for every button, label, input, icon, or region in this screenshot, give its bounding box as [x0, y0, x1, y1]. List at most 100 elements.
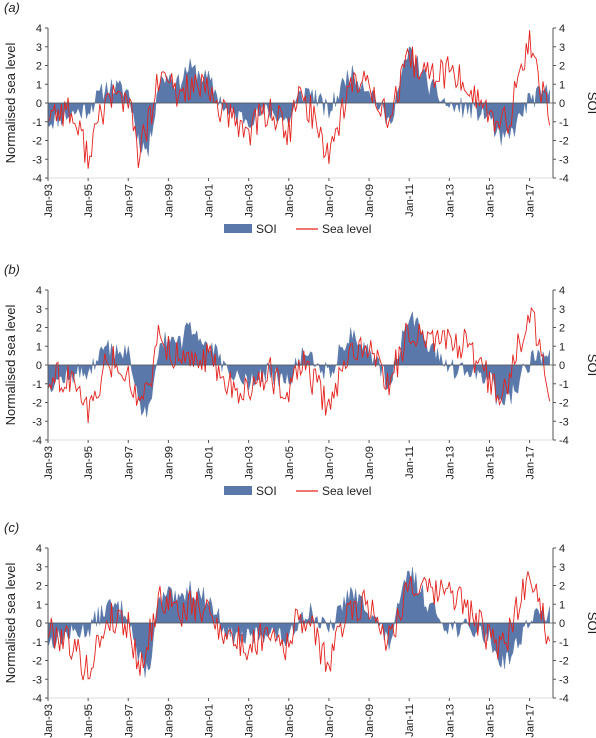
- right-tick-label: 2: [559, 323, 565, 335]
- right-tick-label: -2: [559, 656, 569, 668]
- x-tick-label: Jan-11: [404, 446, 416, 479]
- left-tick-label: -1: [32, 379, 42, 391]
- sea-level-line: [47, 571, 551, 681]
- x-tick-label: Jan-95: [83, 704, 95, 738]
- left-tick-label: 4: [36, 23, 42, 35]
- left-tick-label: 1: [36, 341, 42, 353]
- legend-label-sea-level: Sea level: [322, 484, 371, 498]
- right-tick-label: 1: [559, 599, 565, 611]
- left-tick-label: -2: [32, 656, 42, 668]
- x-tick-label: Jan-01: [204, 446, 216, 480]
- left-tick-label: 1: [36, 79, 42, 91]
- x-tick-label: Jan-07: [324, 184, 336, 218]
- left-tick-label: 4: [36, 285, 42, 297]
- legend-label-sea-level: Sea level: [322, 222, 371, 236]
- x-tick-label: Jan-07: [324, 446, 336, 480]
- y-axis-title-right: SOI: [585, 354, 596, 376]
- legend-swatch-soi: [224, 224, 252, 233]
- x-tick-label: Jan-17: [525, 704, 537, 738]
- x-tick-label: Jan-95: [83, 446, 95, 480]
- x-tick-label: Jan-15: [484, 704, 496, 738]
- right-tick-label: 3: [559, 304, 565, 316]
- left-tick-label: 2: [36, 581, 42, 593]
- legend: SOI Sea level: [224, 484, 371, 498]
- left-tick-label: 3: [36, 562, 42, 574]
- right-tick-label: -1: [559, 637, 569, 649]
- y-axis-title-right: SOI: [585, 92, 596, 114]
- right-tick-label: 0: [559, 98, 565, 110]
- x-tick-label: Jan-09: [364, 184, 376, 218]
- left-tick-label: -3: [32, 416, 42, 428]
- panel-label: (a): [4, 0, 20, 15]
- left-tick-label: 1: [36, 599, 42, 611]
- sea-level-line: [47, 306, 551, 424]
- x-tick-label: Jan-01: [204, 704, 216, 738]
- x-tick-label: Jan-99: [163, 184, 175, 218]
- legend-label-soi: SOI: [256, 222, 277, 236]
- left-tick-label: 0: [36, 618, 42, 630]
- right-tick-label: -3: [559, 154, 569, 166]
- legend-label-soi: SOI: [256, 484, 277, 498]
- x-tick-label: Jan-13: [444, 184, 456, 218]
- y-axis-title-right: SOI: [585, 612, 596, 634]
- left-tick-label: -2: [32, 136, 42, 148]
- left-tick-label: 0: [36, 360, 42, 372]
- sea-level-line: [47, 30, 551, 169]
- x-tick-label: Jan-07: [324, 704, 336, 738]
- right-tick-label: 0: [559, 360, 565, 372]
- left-tick-label: -1: [32, 117, 42, 129]
- left-tick-label: -1: [32, 637, 42, 649]
- left-tick-label: 0: [36, 98, 42, 110]
- x-tick-label: Jan-09: [364, 446, 376, 480]
- right-tick-label: -4: [559, 435, 569, 447]
- legend: SOI Sea level: [224, 222, 371, 236]
- y-axis-title-left: Normalised sea level: [3, 43, 18, 164]
- x-tick-label: Jan-15: [484, 184, 496, 218]
- right-tick-label: 4: [559, 543, 565, 555]
- x-tick-label: Jan-03: [244, 184, 256, 218]
- x-tick-label: Jan-15: [484, 446, 496, 480]
- soi-area: [47, 46, 550, 157]
- left-tick-label: 2: [36, 323, 42, 335]
- right-tick-label: 2: [559, 581, 565, 593]
- right-tick-label: 3: [559, 42, 565, 54]
- right-tick-label: -2: [559, 136, 569, 148]
- x-tick-label: Jan-95: [83, 184, 95, 218]
- left-tick-label: 2: [36, 61, 42, 73]
- x-tick-label: Jan-97: [123, 446, 135, 480]
- left-tick-label: -4: [32, 693, 42, 705]
- x-tick-label: Jan-05: [284, 704, 296, 738]
- left-tick-label: 4: [36, 543, 42, 555]
- x-tick-label: Jan-93: [43, 184, 55, 218]
- x-tick-label: Jan-13: [444, 446, 456, 480]
- right-tick-label: -1: [559, 379, 569, 391]
- panel-label: (c): [4, 520, 19, 535]
- x-tick-label: Jan-97: [123, 704, 135, 738]
- right-tick-label: 3: [559, 562, 565, 574]
- x-tick-label: Jan-97: [123, 184, 135, 218]
- x-tick-label: Jan-17: [525, 446, 537, 480]
- right-tick-label: -4: [559, 173, 569, 185]
- left-tick-label: 3: [36, 304, 42, 316]
- right-tick-label: 0: [559, 618, 565, 630]
- x-tick-label: Jan-11: [404, 184, 416, 217]
- x-tick-label: Jan-99: [163, 704, 175, 738]
- right-tick-label: 1: [559, 79, 565, 91]
- x-tick-label: Jan-03: [244, 704, 256, 738]
- y-axis-title-left: Normalised sea level: [3, 305, 18, 426]
- right-tick-label: 4: [559, 285, 565, 297]
- panel-label: (b): [4, 262, 20, 277]
- x-tick-label: Jan-01: [204, 184, 216, 218]
- right-tick-label: -3: [559, 416, 569, 428]
- right-tick-label: -2: [559, 398, 569, 410]
- x-tick-label: Jan-09: [364, 704, 376, 738]
- x-tick-label: Jan-05: [284, 184, 296, 218]
- x-tick-label: Jan-13: [444, 704, 456, 738]
- x-tick-label: Jan-11: [404, 704, 416, 737]
- right-tick-label: 2: [559, 61, 565, 73]
- left-tick-label: -2: [32, 398, 42, 410]
- x-tick-label: Jan-93: [43, 704, 55, 738]
